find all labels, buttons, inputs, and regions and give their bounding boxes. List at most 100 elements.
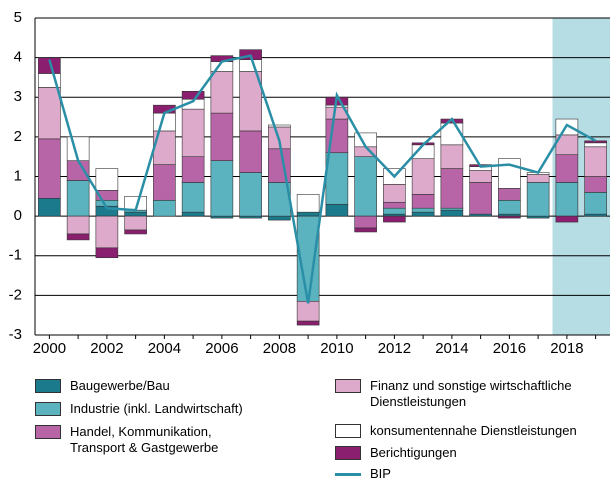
- bar-segment: [38, 57, 61, 74]
- legend-swatch: [335, 446, 361, 460]
- bar-segment: [526, 174, 550, 183]
- x-tick-label: 2018: [550, 340, 583, 357]
- bar-segment: [66, 215, 90, 235]
- bar-segment: [498, 199, 521, 215]
- bar-segment: [440, 144, 464, 169]
- legend-swatch: [335, 379, 361, 393]
- bip-line: [48, 54, 597, 304]
- bar-segment: [268, 215, 291, 221]
- bar-segment: [66, 233, 90, 241]
- bar-segment: [383, 207, 406, 215]
- legend-swatch: [335, 424, 361, 438]
- bar-segment: [38, 138, 61, 199]
- y-tick-label: -2: [9, 286, 22, 303]
- bar-segment: [239, 130, 262, 173]
- bar-segment: [555, 215, 579, 223]
- x-tick-label: 2006: [205, 340, 238, 357]
- bar-segment: [38, 87, 61, 140]
- bar-segment: [239, 172, 262, 217]
- x-tick-label: 2002: [90, 340, 123, 357]
- x-tick-label: 2010: [320, 340, 353, 357]
- bar-segment: [584, 142, 607, 148]
- bar-segment: [383, 184, 406, 203]
- bar-segment: [153, 164, 176, 201]
- x-tick-label: 2008: [263, 340, 296, 357]
- chart: -3 -2 -1 0 1 2 3 4 5 2000 2002 2004 2006 2008 2010 2012…: [9, 9, 610, 357]
- x-tick-label: 2004: [148, 340, 181, 357]
- y-tick-label: 2: [14, 128, 22, 145]
- bar-segment: [296, 211, 320, 217]
- y-tick-label: 1: [14, 167, 22, 184]
- y-tick-label: -1: [9, 247, 22, 264]
- bar-segment: [181, 156, 205, 183]
- legend-swatch: [35, 379, 61, 393]
- legend-label: Industrie (inkl. Landwirtschaft): [70, 401, 243, 416]
- legend-label: Handel, Kommunikation, Transport & Gastg…: [70, 424, 219, 455]
- y-tick-label: 0: [14, 207, 22, 224]
- y-tick-label: 5: [14, 9, 22, 26]
- bar-segment: [124, 215, 147, 231]
- bar-segment: [440, 168, 464, 209]
- bar-segment: [498, 158, 521, 189]
- bar-segment: [95, 247, 119, 259]
- bar-segment: [498, 188, 521, 201]
- bar-segment: [210, 112, 234, 161]
- bar-segment: [325, 203, 349, 217]
- bar-segment: [95, 215, 119, 249]
- bar-segment: [153, 199, 176, 217]
- bar-segment: [210, 160, 234, 217]
- bar-segment: [383, 201, 406, 209]
- legend-label: Berichtigungen: [370, 445, 457, 460]
- x-tick-label: 2016: [493, 340, 526, 357]
- bar-segment: [354, 227, 377, 233]
- legend-swatch: [35, 425, 61, 439]
- bar-segment: [66, 180, 90, 217]
- bar-segment: [124, 211, 147, 217]
- bar-segment: [555, 154, 579, 183]
- bar-segment: [296, 320, 320, 326]
- bar-segment: [181, 211, 205, 217]
- bar-segment: [124, 229, 147, 235]
- y-tick-label: 4: [14, 49, 22, 66]
- legend-label: BIP: [370, 466, 391, 481]
- bar-segment: [555, 182, 579, 217]
- bar-segment: [181, 108, 205, 157]
- x-tick-label: 2000: [33, 340, 66, 357]
- bar-segment: [440, 209, 464, 217]
- y-tick-label: 3: [14, 88, 22, 105]
- bar-segment: [95, 199, 119, 207]
- x-tick-label: 2014: [435, 340, 468, 357]
- bar-segment: [383, 215, 406, 223]
- bar-segment: [526, 182, 550, 217]
- bar-segment: [66, 160, 90, 181]
- legend-label: Finanz und sonstige wirtschaftliche Dien…: [370, 378, 572, 409]
- bar-segment: [296, 301, 320, 322]
- y-tick-label: -3: [9, 326, 22, 343]
- bar-segment: [584, 176, 607, 193]
- bar-segment: [354, 156, 377, 217]
- bar-segment: [210, 71, 234, 114]
- bar-segment: [38, 197, 61, 217]
- bar-segment: [498, 215, 521, 219]
- bar-segment: [469, 170, 492, 183]
- x-tick-label: 2012: [378, 340, 411, 357]
- bar-segment: [239, 59, 262, 72]
- bar-segment: [354, 215, 377, 229]
- bar-segment: [411, 158, 435, 195]
- legend-swatch: [335, 473, 361, 476]
- bar-segment: [584, 146, 607, 177]
- bar-segment: [469, 182, 492, 215]
- bar-segment: [268, 124, 291, 128]
- bar-segment: [584, 140, 607, 144]
- bar-segment: [95, 168, 119, 191]
- bar-segment: [411, 207, 435, 213]
- bar-segment: [411, 211, 435, 217]
- bar-segment: [181, 182, 205, 213]
- bar-segment: [296, 194, 320, 213]
- legend-label: Baugewerbe/Bau: [70, 378, 170, 393]
- legend-swatch: [35, 402, 61, 416]
- bar-segment: [325, 152, 349, 205]
- bar-segment: [411, 194, 435, 209]
- legend-label: konsumentennahe Dienstleistungen: [370, 423, 577, 438]
